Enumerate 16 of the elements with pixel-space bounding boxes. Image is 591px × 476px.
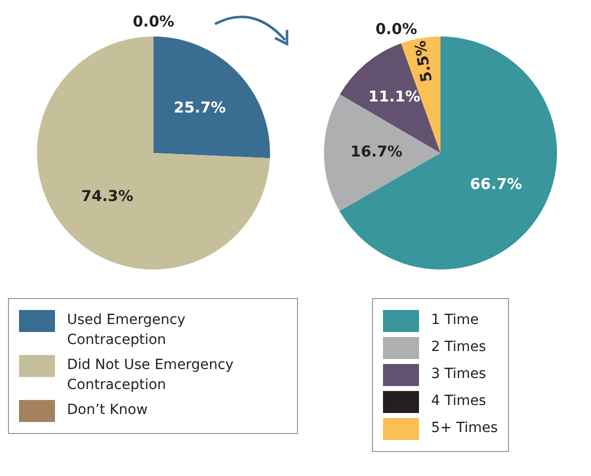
data-label: 16.7% bbox=[350, 142, 402, 161]
text: 0.0% bbox=[132, 12, 174, 30]
legend-label: 1 Time bbox=[431, 311, 479, 330]
data-label: 5.5% bbox=[410, 39, 436, 84]
data-label: 25.7% bbox=[173, 98, 226, 117]
legend-label: 3 Times bbox=[431, 365, 486, 384]
legend-label: 4 Times bbox=[431, 392, 486, 411]
data-label: 11.1% bbox=[368, 87, 420, 106]
legend-label: 5+ Times bbox=[431, 419, 498, 438]
data-label: 66.7% bbox=[470, 174, 522, 193]
legend-label: 2 Times bbox=[431, 338, 486, 357]
text: 0.0% bbox=[375, 20, 418, 38]
legend-label: Did Not Use Emergency Contraception bbox=[67, 356, 235, 395]
data-label: 74.3% bbox=[80, 187, 133, 206]
legend-label: Used Emergency Contraception bbox=[67, 311, 186, 350]
legend-label: Don’t Know bbox=[67, 401, 148, 420]
